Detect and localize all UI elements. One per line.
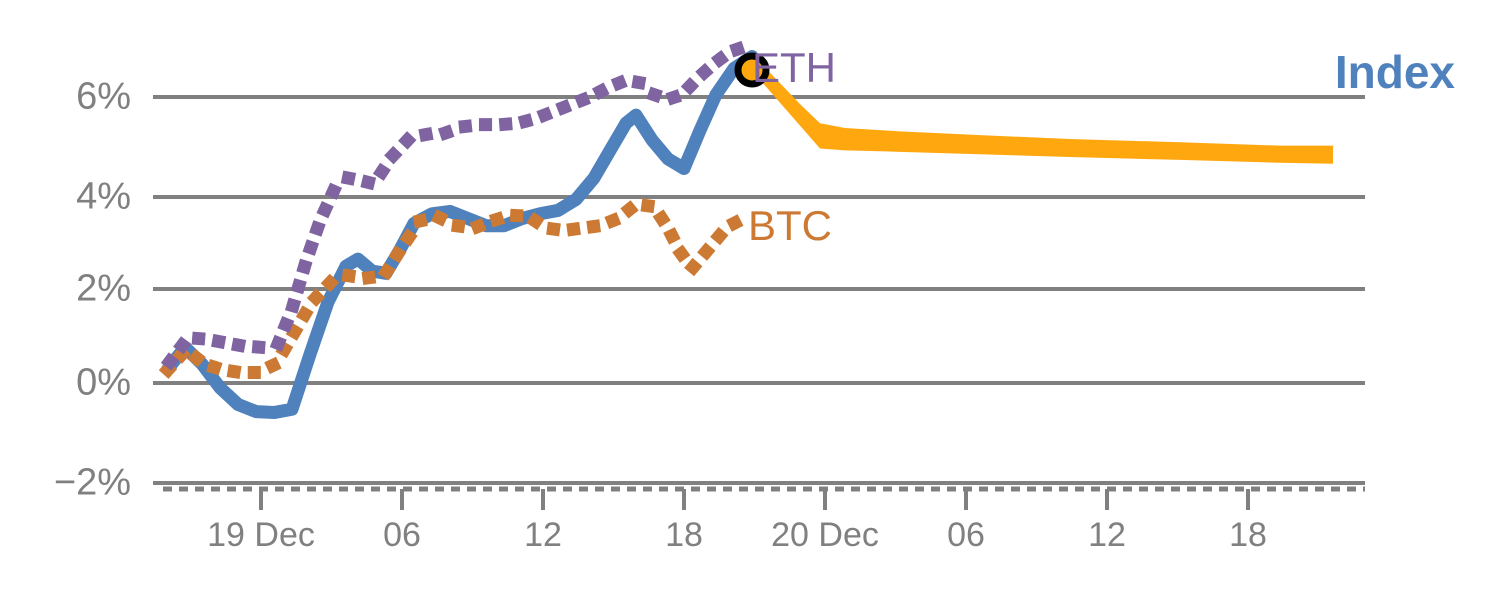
x-axis-tick-label: 19 Dec xyxy=(207,516,315,554)
x-axis-tick-label: 12 xyxy=(524,516,562,554)
x-axis-tick-label: 18 xyxy=(665,516,703,554)
current-value-marker[interactable] xyxy=(734,52,770,88)
y-axis-tick-label: 0% xyxy=(76,361,131,404)
data-series-group xyxy=(158,38,759,420)
x-axis-tick-marks xyxy=(259,489,1250,510)
y-axis-tick-label: 4% xyxy=(76,175,131,218)
y-axis-tick-label: −2% xyxy=(53,461,131,504)
y-axis-tick-label: 2% xyxy=(76,267,131,310)
y-axis-tick-label: 6% xyxy=(76,75,131,118)
forecast-band-area xyxy=(752,54,1333,164)
series-line-btc xyxy=(158,197,757,380)
series-label-eth: ETH xyxy=(752,44,836,91)
marker-ring[interactable] xyxy=(734,52,770,88)
x-axis-tick-label: 20 Dec xyxy=(771,516,879,554)
x-axis-tick-label: 06 xyxy=(947,516,985,554)
series-line-eth xyxy=(160,38,753,371)
x-axis-tick-label: 18 xyxy=(1229,516,1267,554)
forecast-band xyxy=(752,54,1333,164)
x-axis-tick-label: 06 xyxy=(383,516,421,554)
chart-title: Index xyxy=(1334,46,1455,98)
gridlines xyxy=(153,95,1365,492)
series-line-index xyxy=(161,49,759,420)
series-label-btc: BTC xyxy=(748,202,832,249)
x-axis-tick-label: 12 xyxy=(1088,516,1126,554)
